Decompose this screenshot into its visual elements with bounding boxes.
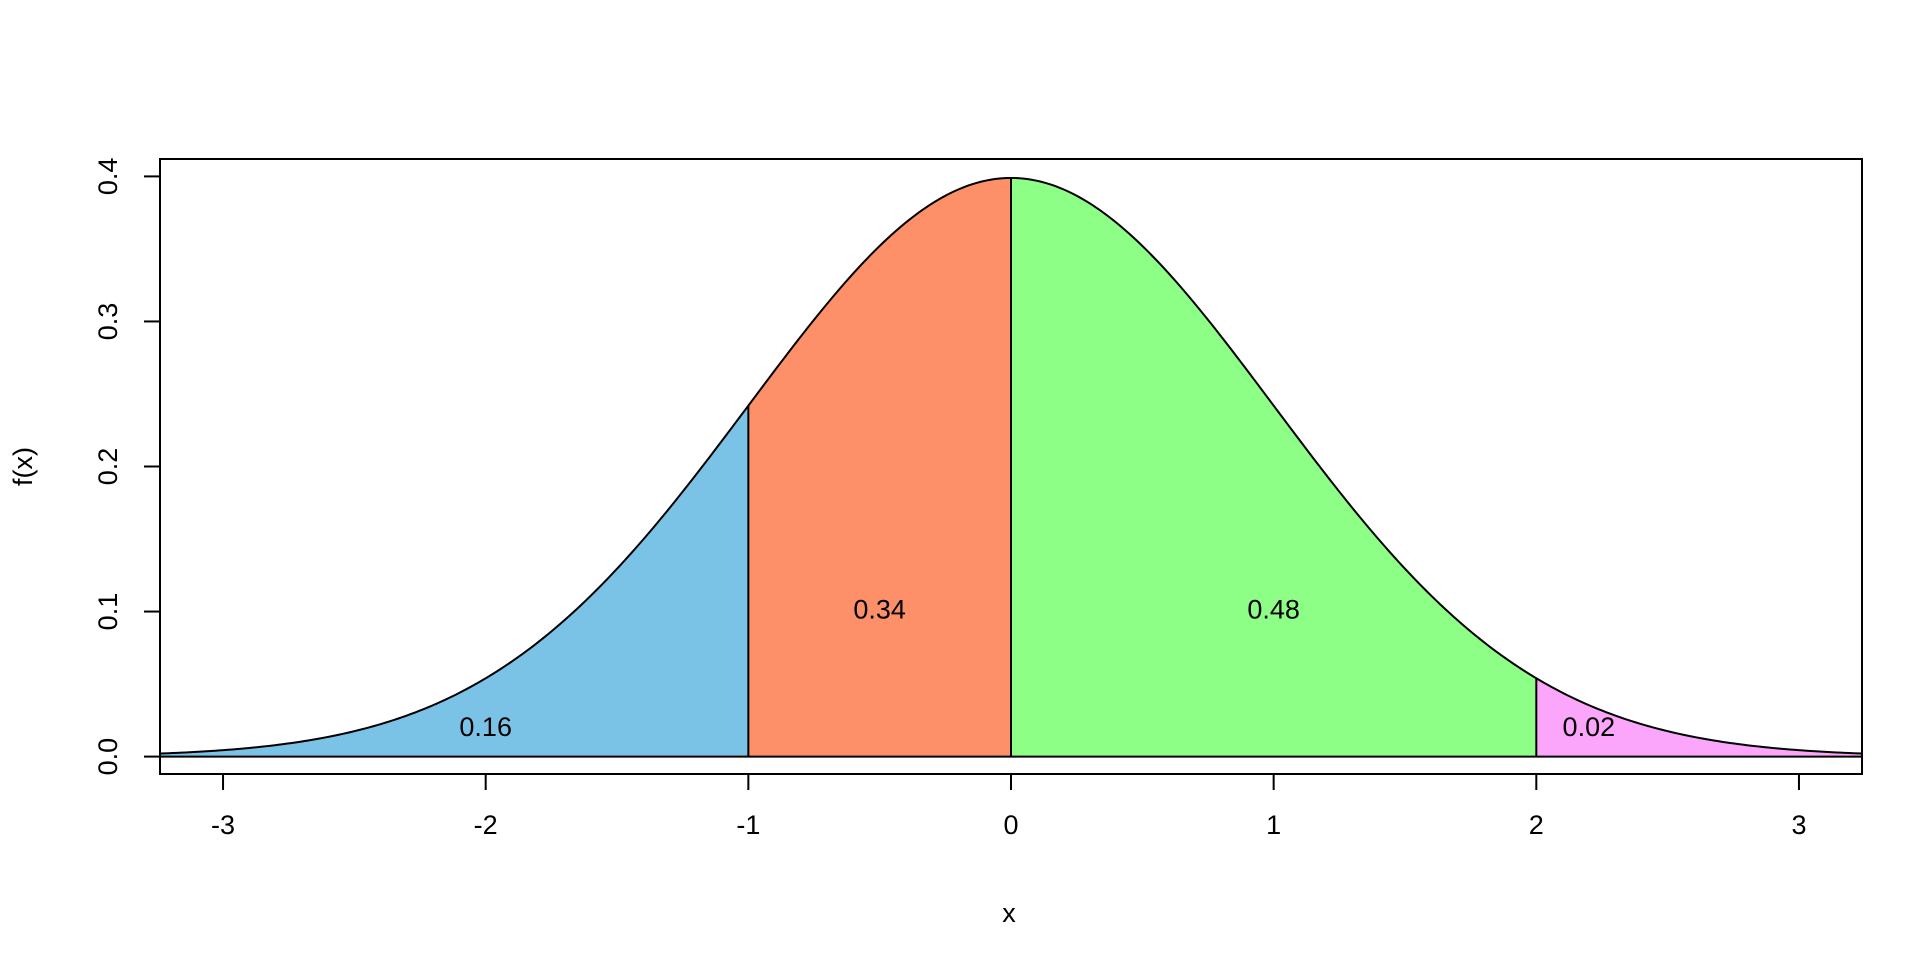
x-axis-label: x: [1002, 898, 1016, 928]
shaded-regions: [160, 177, 1862, 757]
x-tick-label-6: 3: [1791, 810, 1806, 840]
x-tick-label-1: -2: [474, 810, 498, 840]
x-tick-label-2: -1: [736, 810, 760, 840]
region-label-3: 0.02: [1563, 712, 1616, 742]
region-labels: 0.16 0.34 0.48 0.02: [459, 595, 1615, 742]
x-axis: -3 -2 -1 0 1 2 3: [211, 774, 1806, 840]
x-tick-label-0: -3: [211, 810, 235, 840]
region-label-1: 0.34: [853, 595, 906, 625]
x-tick-label-5: 2: [1529, 810, 1544, 840]
region-area-3: [1536, 678, 1862, 757]
density-curve-layer: [159, 176, 1863, 758]
y-tick-label-0: 0.0: [93, 738, 123, 776]
y-tick-label-1: 0.1: [93, 593, 123, 631]
density-curve: [159, 176, 1863, 755]
y-axis: 0.0 0.1 0.2 0.3 0.4: [93, 158, 160, 776]
x-tick-label-3: 0: [1003, 810, 1018, 840]
region-area-0: [160, 405, 749, 757]
x-tick-label-4: 1: [1266, 810, 1281, 840]
y-tick-label-2: 0.2: [93, 448, 123, 486]
y-axis-label: f(x): [8, 447, 38, 486]
region-area-1: [748, 177, 1011, 757]
region-area-2: [1011, 177, 1537, 757]
y-tick-label-3: 0.3: [93, 303, 123, 341]
region-label-0: 0.16: [459, 712, 512, 742]
y-tick-label-4: 0.4: [93, 158, 123, 196]
region-label-2: 0.48: [1247, 595, 1300, 625]
